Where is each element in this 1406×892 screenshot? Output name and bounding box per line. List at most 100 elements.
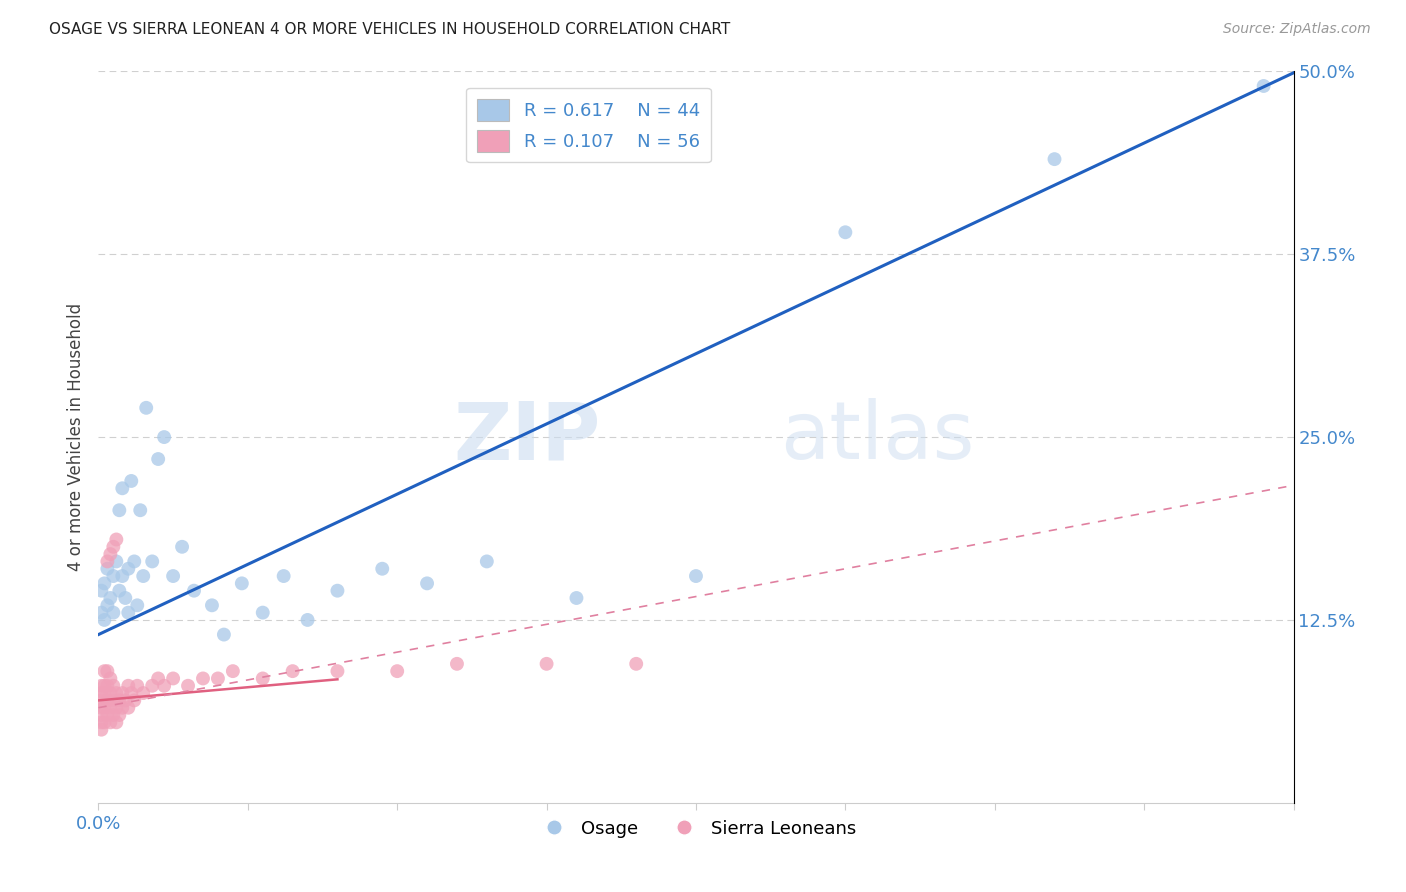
- Point: [141, 554, 163, 568]
- Point: [120, 686, 142, 700]
- Point: [98, 700, 122, 714]
- Point: [201, 599, 224, 613]
- Point: [103, 540, 125, 554]
- Point: [117, 679, 139, 693]
- Point: [96, 708, 118, 723]
- Point: [162, 672, 184, 686]
- Point: [98, 686, 122, 700]
- Point: [98, 547, 122, 561]
- Point: [148, 452, 170, 467]
- Point: [297, 613, 319, 627]
- Point: [127, 599, 149, 613]
- Point: [93, 664, 115, 678]
- Point: [1043, 152, 1066, 166]
- Point: [1253, 78, 1275, 93]
- Point: [536, 657, 558, 671]
- Point: [626, 657, 648, 671]
- Point: [177, 679, 200, 693]
- Point: [252, 606, 274, 620]
- Point: [153, 679, 176, 693]
- Point: [90, 679, 112, 693]
- Point: [153, 430, 176, 444]
- Point: [90, 583, 112, 598]
- Point: [105, 715, 128, 730]
- Point: [117, 700, 139, 714]
- Point: [98, 715, 122, 730]
- Point: [148, 672, 170, 686]
- Point: [98, 672, 122, 686]
- Point: [111, 700, 134, 714]
- Point: [685, 569, 707, 583]
- Point: [111, 481, 134, 495]
- Point: [111, 686, 134, 700]
- Point: [98, 591, 122, 605]
- Point: [281, 664, 304, 678]
- Point: [114, 693, 136, 707]
- Point: [93, 700, 115, 714]
- Point: [96, 562, 118, 576]
- Point: [326, 664, 349, 678]
- Point: [108, 708, 131, 723]
- Point: [565, 591, 588, 605]
- Text: ZIP: ZIP: [453, 398, 600, 476]
- Point: [475, 554, 498, 568]
- Point: [96, 693, 118, 707]
- Point: [93, 686, 115, 700]
- Point: [120, 474, 142, 488]
- Point: [103, 693, 125, 707]
- Point: [103, 569, 125, 583]
- Point: [172, 540, 194, 554]
- Point: [124, 693, 146, 707]
- Point: [90, 700, 112, 714]
- Point: [93, 715, 115, 730]
- Point: [90, 693, 112, 707]
- Point: [114, 591, 136, 605]
- Point: [207, 672, 229, 686]
- Point: [90, 723, 112, 737]
- Text: atlas: atlas: [779, 398, 974, 476]
- Point: [93, 576, 115, 591]
- Point: [371, 562, 394, 576]
- Point: [191, 672, 214, 686]
- Point: [96, 664, 118, 678]
- Point: [108, 503, 131, 517]
- Y-axis label: 4 or more Vehicles in Household: 4 or more Vehicles in Household: [66, 303, 84, 571]
- Point: [93, 613, 115, 627]
- Point: [222, 664, 245, 678]
- Point: [90, 606, 112, 620]
- Point: [103, 606, 125, 620]
- Point: [416, 576, 439, 591]
- Text: Source: ZipAtlas.com: Source: ZipAtlas.com: [1223, 22, 1371, 37]
- Point: [96, 679, 118, 693]
- Point: [103, 708, 125, 723]
- Point: [252, 672, 274, 686]
- Point: [326, 583, 349, 598]
- Point: [93, 679, 115, 693]
- Point: [132, 569, 155, 583]
- Point: [124, 554, 146, 568]
- Point: [273, 569, 295, 583]
- Point: [105, 686, 128, 700]
- Point: [117, 562, 139, 576]
- Point: [103, 679, 125, 693]
- Point: [141, 679, 163, 693]
- Legend: Osage, Sierra Leoneans: Osage, Sierra Leoneans: [529, 813, 863, 845]
- Point: [96, 554, 118, 568]
- Point: [129, 503, 152, 517]
- Point: [162, 569, 184, 583]
- Point: [96, 599, 118, 613]
- Point: [111, 569, 134, 583]
- Point: [105, 533, 128, 547]
- Point: [108, 583, 131, 598]
- Point: [834, 225, 856, 239]
- Point: [212, 627, 235, 641]
- Point: [135, 401, 157, 415]
- Text: OSAGE VS SIERRA LEONEAN 4 OR MORE VEHICLES IN HOUSEHOLD CORRELATION CHART: OSAGE VS SIERRA LEONEAN 4 OR MORE VEHICL…: [49, 22, 731, 37]
- Point: [385, 664, 409, 678]
- Point: [446, 657, 468, 671]
- Point: [231, 576, 253, 591]
- Point: [117, 606, 139, 620]
- Point: [108, 693, 131, 707]
- Point: [127, 679, 149, 693]
- Point: [105, 554, 128, 568]
